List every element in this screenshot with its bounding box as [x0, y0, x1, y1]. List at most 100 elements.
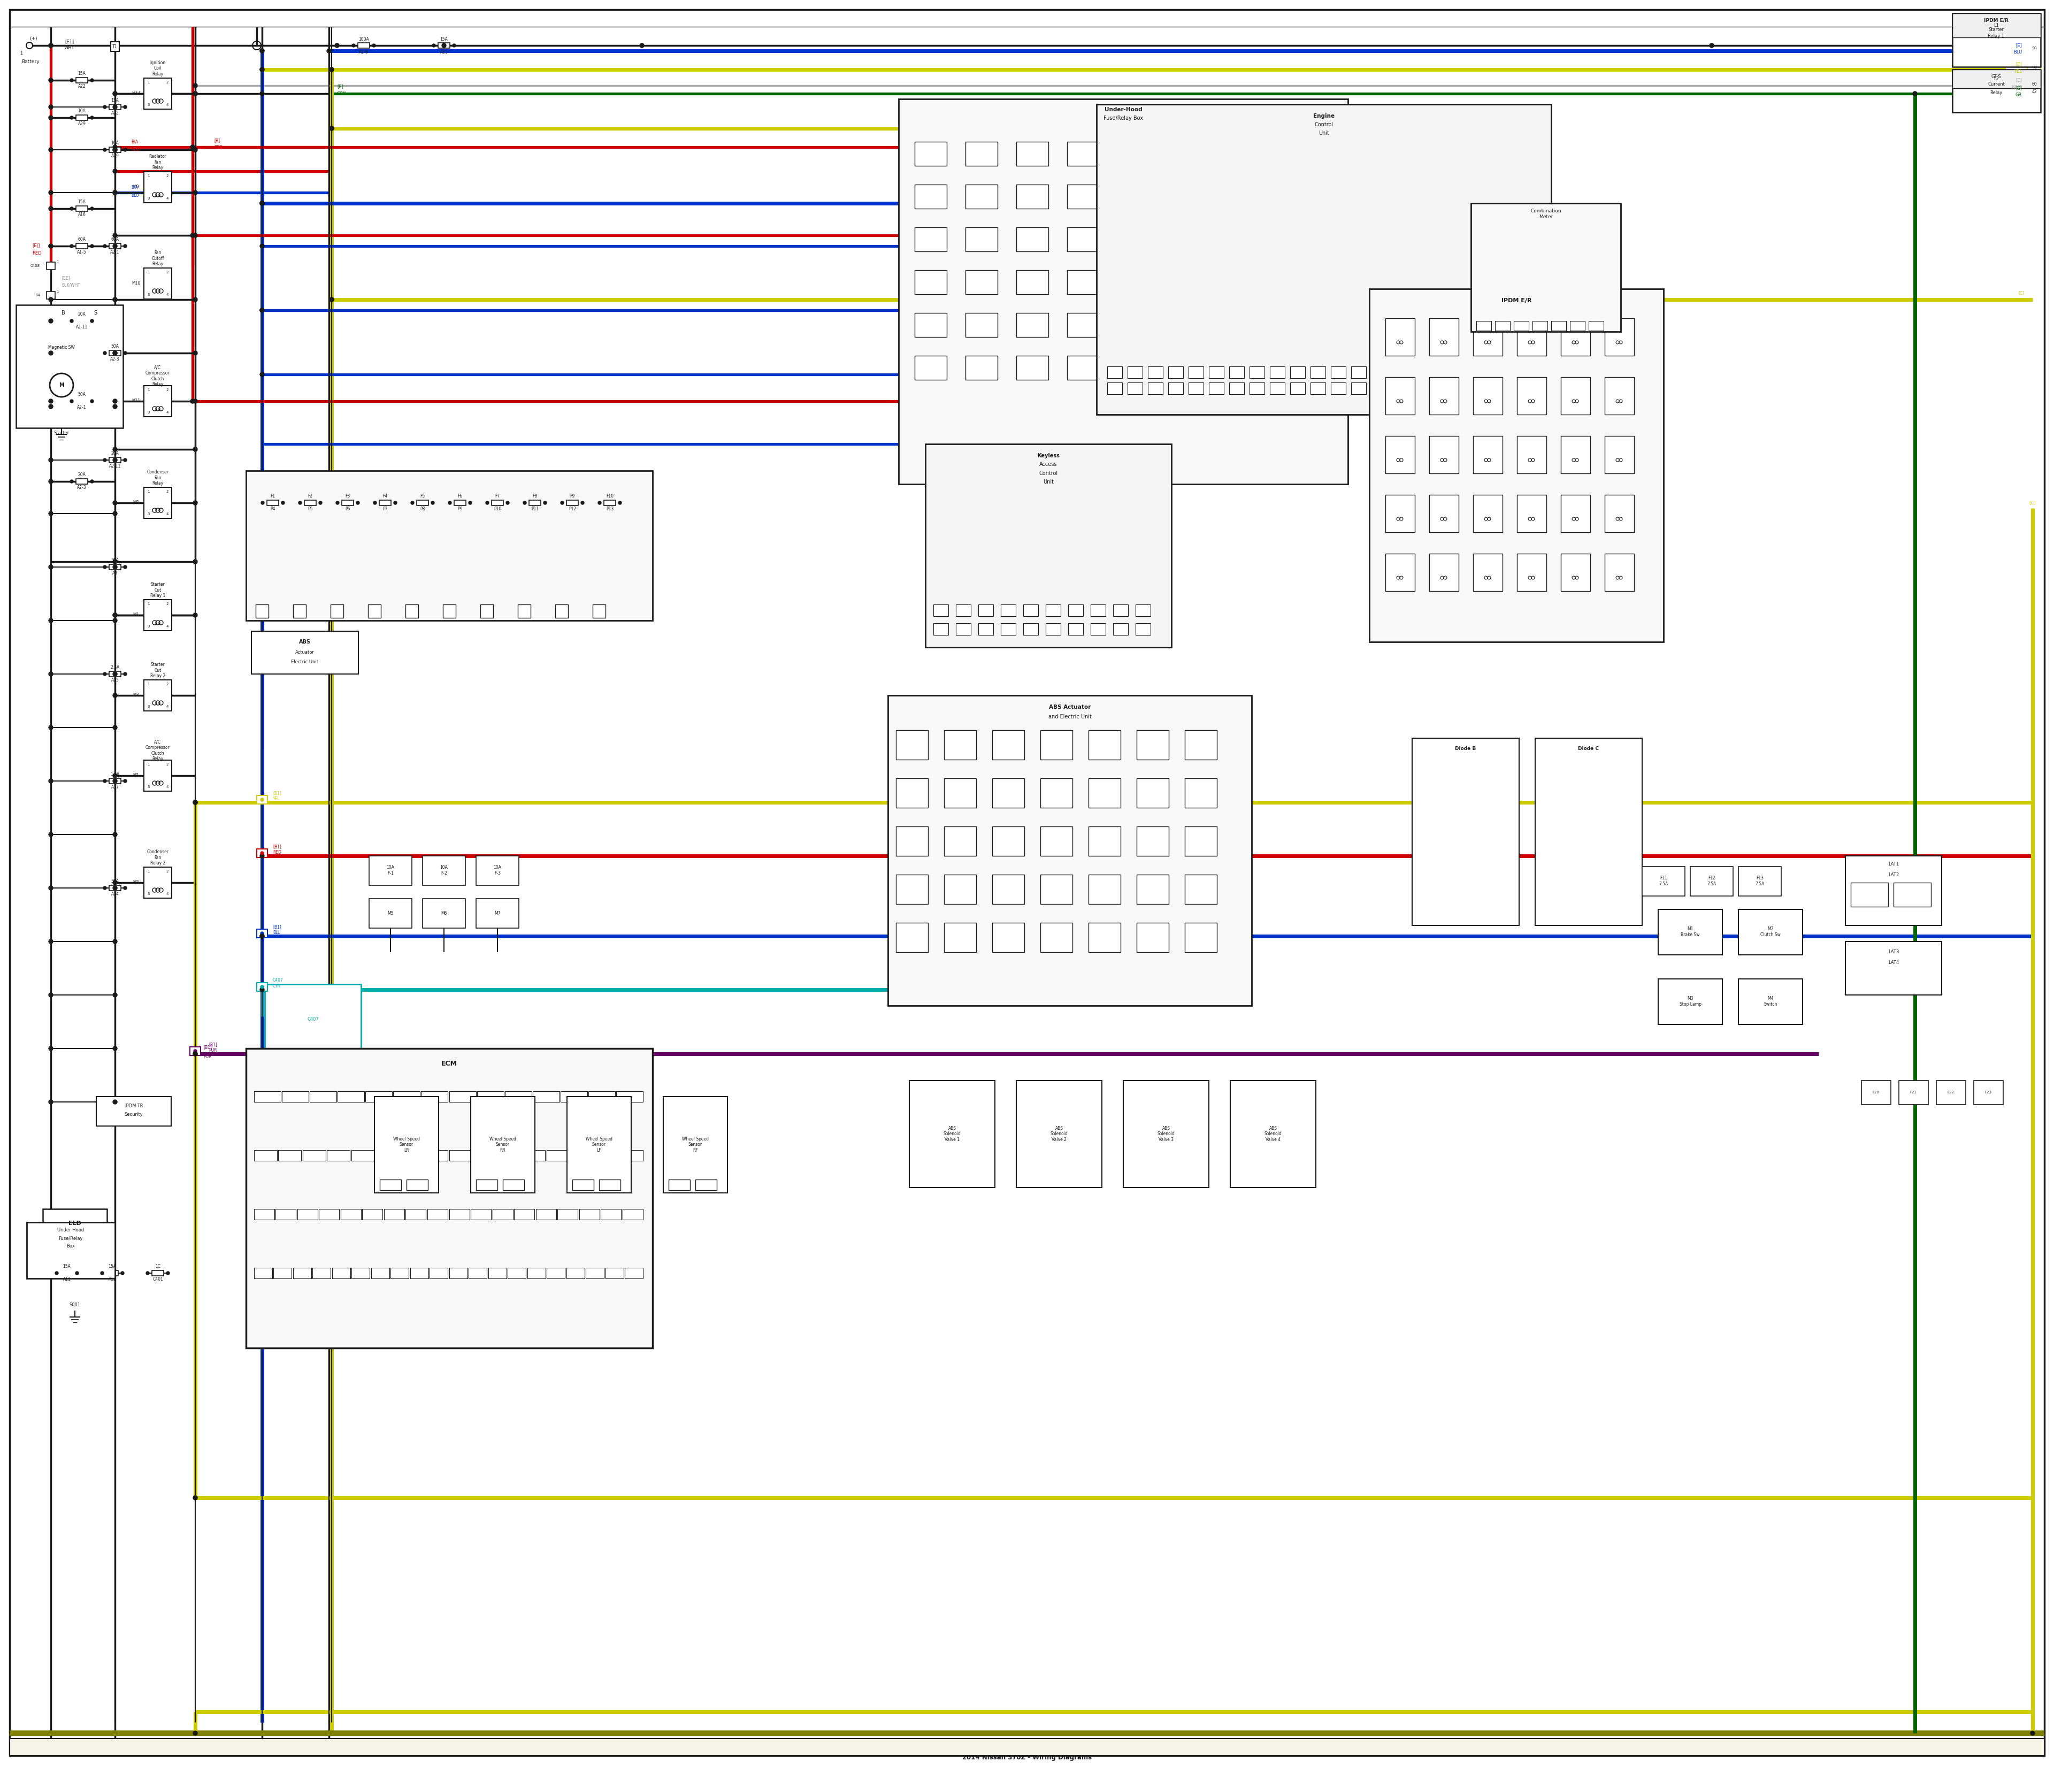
Text: F7: F7	[495, 495, 499, 498]
Text: [E1]: [E1]	[66, 39, 74, 45]
Bar	[1169, 314, 1202, 337]
Text: 4: 4	[166, 625, 168, 627]
Bar	[573, 1179, 594, 1190]
Bar	[1413, 738, 1520, 925]
Text: L2: L2	[1994, 77, 1999, 81]
Bar	[477, 1179, 497, 1190]
Bar	[2027, 41, 2040, 57]
Text: 2: 2	[166, 489, 168, 493]
Text: 1: 1	[148, 683, 150, 686]
Bar	[1290, 366, 1304, 378]
Bar	[1269, 142, 1302, 167]
Circle shape	[485, 502, 489, 504]
Bar	[1477, 321, 1491, 330]
Bar	[374, 1097, 440, 1193]
Text: 20A: 20A	[78, 312, 86, 317]
Bar	[1089, 874, 1121, 903]
Bar	[438, 43, 450, 48]
Bar	[493, 1210, 514, 1220]
Bar	[255, 1210, 275, 1220]
Text: [E]: [E]	[2015, 86, 2021, 91]
Bar	[144, 269, 173, 299]
Bar	[1185, 729, 1216, 760]
Text: F4: F4	[382, 495, 388, 498]
Bar	[1169, 357, 1202, 380]
Bar	[1128, 382, 1142, 394]
Circle shape	[113, 672, 117, 676]
Text: M1
Brake Sw: M1 Brake Sw	[1680, 926, 1701, 937]
Bar	[273, 1267, 292, 1278]
Bar	[1068, 271, 1099, 294]
Bar	[477, 857, 520, 885]
Text: A2-3: A2-3	[78, 486, 86, 491]
Circle shape	[355, 502, 359, 504]
Bar	[910, 1081, 994, 1188]
Bar	[1561, 319, 1590, 357]
Circle shape	[113, 1047, 117, 1050]
Bar	[144, 385, 173, 418]
Circle shape	[101, 1272, 105, 1274]
Circle shape	[193, 1731, 197, 1735]
Text: Under-Hood: Under-Hood	[1105, 108, 1142, 113]
Bar	[546, 1267, 565, 1278]
Bar	[152, 1271, 164, 1276]
Circle shape	[90, 319, 94, 323]
Text: 2: 2	[166, 763, 168, 765]
Circle shape	[49, 351, 53, 355]
Text: 3: 3	[148, 704, 150, 708]
Bar	[366, 1091, 392, 1102]
Circle shape	[113, 145, 117, 149]
Bar	[481, 604, 493, 618]
Bar	[1384, 554, 1415, 591]
Text: Combination
Meter: Combination Meter	[1530, 210, 1561, 219]
Bar	[489, 1267, 507, 1278]
Bar	[1269, 314, 1302, 337]
Bar	[955, 604, 972, 616]
Text: [E]: [E]	[337, 84, 343, 90]
Text: M: M	[60, 382, 64, 387]
Text: F1: F1	[271, 495, 275, 498]
Circle shape	[49, 672, 53, 676]
Circle shape	[49, 939, 53, 944]
Text: Electric Unit: Electric Unit	[292, 659, 318, 665]
Text: M2
Clutch Sw: M2 Clutch Sw	[1760, 926, 1781, 937]
Text: 4: 4	[166, 197, 168, 201]
Circle shape	[524, 502, 526, 504]
Bar	[47, 262, 55, 269]
Text: Radiator
Fan
Relay: Radiator Fan Relay	[150, 154, 166, 170]
Text: Unit: Unit	[1043, 478, 1054, 484]
Circle shape	[113, 880, 117, 885]
Bar	[1228, 366, 1245, 378]
Circle shape	[49, 618, 53, 622]
Circle shape	[193, 297, 197, 301]
Bar	[392, 1091, 419, 1102]
Text: Relay: Relay	[1990, 90, 2003, 95]
Bar	[1393, 366, 1407, 378]
Circle shape	[442, 43, 446, 48]
Bar	[992, 778, 1025, 808]
Circle shape	[581, 502, 583, 504]
Circle shape	[49, 106, 53, 109]
Bar	[497, 1150, 522, 1161]
Bar	[109, 885, 121, 891]
Text: WHT: WHT	[2011, 84, 2021, 90]
Text: F8: F8	[532, 495, 538, 498]
Text: 1: 1	[148, 602, 150, 606]
Text: 2014 Nissan 370Z - Wiring Diagrams: 2014 Nissan 370Z - Wiring Diagrams	[961, 1754, 1093, 1762]
Text: GRN: GRN	[337, 91, 347, 97]
Bar	[1953, 70, 2040, 88]
Bar	[1269, 185, 1302, 208]
Bar	[1041, 923, 1072, 952]
Circle shape	[411, 502, 415, 504]
Circle shape	[448, 502, 452, 504]
Bar	[1023, 624, 1037, 634]
Bar	[1068, 624, 1082, 634]
Bar	[341, 500, 353, 505]
Bar	[1604, 376, 1635, 414]
Circle shape	[2031, 1731, 2036, 1735]
Text: 30A: 30A	[111, 557, 119, 563]
Bar	[76, 77, 88, 82]
Circle shape	[193, 91, 197, 95]
Text: 2: 2	[166, 81, 168, 84]
Text: A2-11: A2-11	[109, 464, 121, 470]
